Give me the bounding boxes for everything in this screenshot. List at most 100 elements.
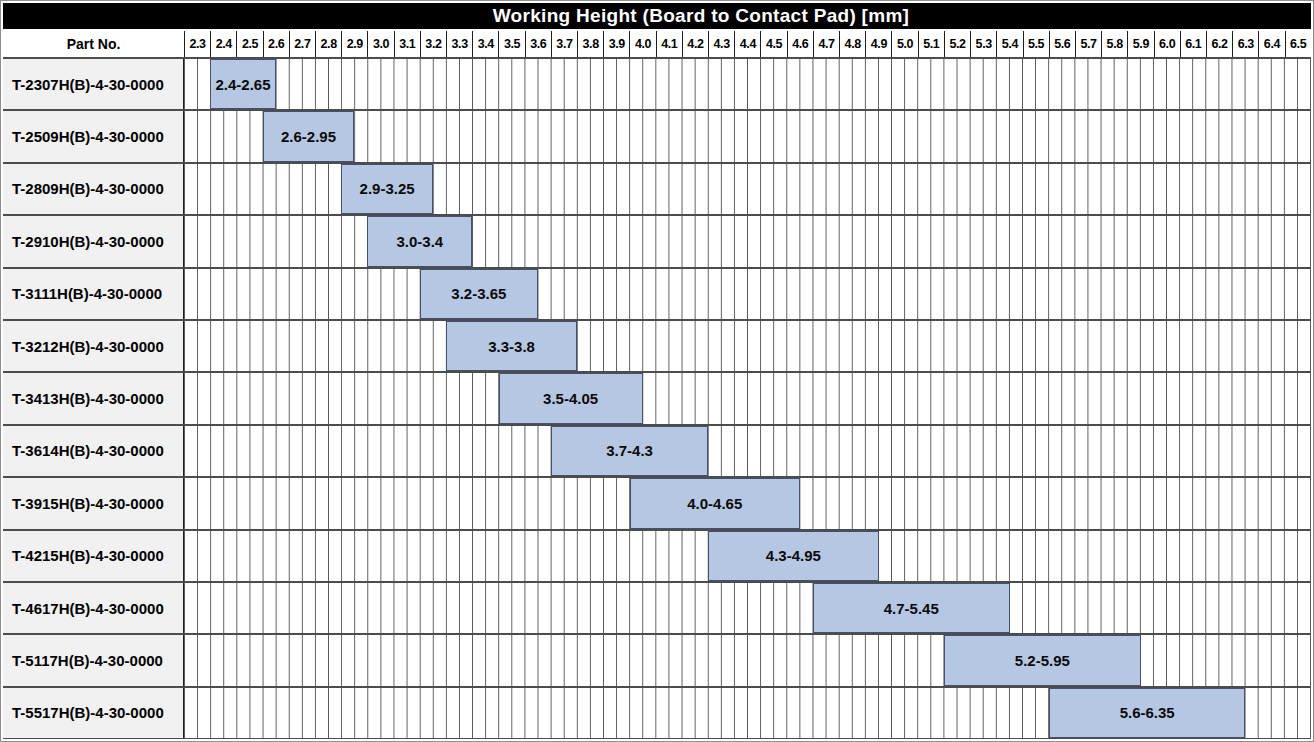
axis-tick-label: 5.8 [1101, 31, 1127, 57]
axis-tick-label: 3.8 [577, 31, 603, 57]
range-bar: 3.2-3.65 [420, 269, 538, 319]
row-chart-area: 3.2-3.65 [184, 269, 1311, 319]
range-bar: 3.5-4.05 [499, 373, 643, 423]
part-no-column-header: Part No. [3, 31, 184, 57]
axis-tick-label: 5.3 [970, 31, 996, 57]
part-no-cell: T-4617H(B)-4-30-0000 [3, 583, 184, 633]
axis-tick-label: 5.7 [1075, 31, 1101, 57]
row-chart-area: 2.9-3.25 [184, 164, 1311, 214]
row-chart-area: 4.3-4.95 [184, 531, 1311, 581]
axis-tick-label: 6.2 [1206, 31, 1232, 57]
axis-tick-label: 3.1 [394, 31, 420, 57]
axis-tick-label: 4.9 [865, 31, 891, 57]
range-bar: 5.6-6.35 [1049, 688, 1246, 738]
table-row: T-2307H(B)-4-30-0000 2.4-2.65 [3, 59, 1311, 111]
table-row: T-4215H(B)-4-30-0000 4.3-4.95 [3, 531, 1311, 583]
table-row: T-3212H(B)-4-30-0000 3.3-3.8 [3, 321, 1311, 373]
axis-tick-label: 4.8 [839, 31, 865, 57]
axis-tick-label: 6.5 [1285, 31, 1311, 57]
range-bar-label: 4.7-5.45 [884, 600, 939, 617]
range-bar: 3.7-4.3 [551, 426, 708, 476]
axis-tick-label: 6.1 [1180, 31, 1206, 57]
part-no-cell: T-3212H(B)-4-30-0000 [3, 321, 184, 371]
axis-tick-label: 4.4 [734, 31, 760, 57]
axis-tick-label: 3.0 [367, 31, 393, 57]
table-row: T-3915H(B)-4-30-0000 4.0-4.65 [3, 478, 1311, 530]
range-bar-label: 3.2-3.65 [451, 285, 506, 302]
range-bar-label: 2.6-2.95 [281, 128, 336, 145]
part-no-cell: T-3614H(B)-4-30-0000 [3, 426, 184, 476]
axis-tick-label: 2.8 [315, 31, 341, 57]
axis-tick-label: 5.4 [996, 31, 1022, 57]
part-no-cell: T-2910H(B)-4-30-0000 [3, 216, 184, 266]
range-bar-label: 5.6-6.35 [1120, 704, 1175, 721]
axis-tick-label: 4.0 [629, 31, 655, 57]
range-bar: 3.3-3.8 [446, 321, 577, 371]
row-chart-area: 3.5-4.05 [184, 373, 1311, 423]
table-row: T-2809H(B)-4-30-0000 2.9-3.25 [3, 164, 1311, 216]
rows-container: T-2307H(B)-4-30-0000 2.4-2.65 T-2509H(B)-4… [3, 59, 1311, 739]
part-no-cell: T-4215H(B)-4-30-0000 [3, 531, 184, 581]
axis-tick-label: 4.1 [656, 31, 682, 57]
range-bar: 4.3-4.95 [708, 531, 878, 581]
working-height-range-chart: Working Height (Board to Contact Pad) [m… [0, 0, 1314, 742]
part-no-cell: T-2307H(B)-4-30-0000 [3, 59, 184, 109]
part-no-cell: T-2809H(B)-4-30-0000 [3, 164, 184, 214]
range-bar-label: 5.2-5.95 [1015, 652, 1070, 669]
axis-tick-label: 5.2 [944, 31, 970, 57]
row-chart-area: 2.4-2.65 [184, 59, 1311, 109]
range-bar: 4.7-5.45 [813, 583, 1010, 633]
row-chart-area: 3.0-3.4 [184, 216, 1311, 266]
axis-tick-label: 4.7 [813, 31, 839, 57]
range-bar: 3.0-3.4 [367, 216, 472, 266]
axis-tick-label: 3.3 [446, 31, 472, 57]
range-bar: 2.4-2.65 [210, 59, 276, 109]
range-bar-label: 3.7-4.3 [606, 442, 653, 459]
axis-tick-label: 3.6 [525, 31, 551, 57]
range-bar: 2.6-2.95 [263, 111, 355, 161]
axis-tick-label: 6.3 [1232, 31, 1258, 57]
axis-tick-label: 4.3 [708, 31, 734, 57]
range-bar: 5.2-5.95 [944, 635, 1141, 685]
part-no-cell: T-3915H(B)-4-30-0000 [3, 478, 184, 528]
table-row: T-5117H(B)-4-30-0000 5.2-5.95 [3, 635, 1311, 687]
row-chart-area: 3.7-4.3 [184, 426, 1311, 476]
range-bar-label: 4.0-4.65 [687, 495, 742, 512]
axis-tick-label: 2.4 [210, 31, 236, 57]
axis-tick-label: 3.7 [551, 31, 577, 57]
table-row: T-3614H(B)-4-30-0000 3.7-4.3 [3, 426, 1311, 478]
table-row: T-2910H(B)-4-30-0000 3.0-3.4 [3, 216, 1311, 268]
range-bar-label: 4.3-4.95 [766, 547, 821, 564]
part-no-cell: T-5517H(B)-4-30-0000 [3, 688, 184, 738]
axis-tick-label: 6.4 [1258, 31, 1284, 57]
axis-tick-label: 3.4 [472, 31, 498, 57]
range-bar: 2.9-3.25 [341, 164, 433, 214]
range-bar: 4.0-4.65 [630, 478, 800, 528]
part-no-cell: T-5117H(B)-4-30-0000 [3, 635, 184, 685]
axis-tick-label: 4.5 [760, 31, 786, 57]
row-chart-area: 5.2-5.95 [184, 635, 1311, 685]
axis-tick-label: 2.6 [263, 31, 289, 57]
table-row: T-3111H(B)-4-30-0000 3.2-3.65 [3, 269, 1311, 321]
table-row: T-4617H(B)-4-30-0000 4.7-5.45 [3, 583, 1311, 635]
row-chart-area: 4.7-5.45 [184, 583, 1311, 633]
chart-title: Working Height (Board to Contact Pad) [m… [3, 3, 1311, 29]
axis-tick-label: 2.9 [341, 31, 367, 57]
row-chart-area: 5.6-6.35 [184, 688, 1311, 738]
axis-ticks: 2.32.42.52.62.72.82.93.03.13.23.33.43.53… [184, 31, 1311, 57]
axis-tick-label: 3.2 [420, 31, 446, 57]
axis-tick-label: 5.0 [891, 31, 917, 57]
axis-tick-label: 4.6 [787, 31, 813, 57]
part-no-cell: T-2509H(B)-4-30-0000 [3, 111, 184, 161]
row-chart-area: 3.3-3.8 [184, 321, 1311, 371]
table-row: T-5517H(B)-4-30-0000 5.6-6.35 [3, 688, 1311, 739]
axis-tick-label: 2.5 [236, 31, 262, 57]
range-bar-label: 3.3-3.8 [488, 338, 535, 355]
range-bar-label: 3.5-4.05 [543, 390, 598, 407]
axis-tick-label: 5.5 [1023, 31, 1049, 57]
row-chart-area: 2.6-2.95 [184, 111, 1311, 161]
part-no-cell: T-3111H(B)-4-30-0000 [3, 269, 184, 319]
axis-tick-label: 6.0 [1154, 31, 1180, 57]
range-bar-label: 2.9-3.25 [360, 180, 415, 197]
axis-tick-label: 3.5 [498, 31, 524, 57]
